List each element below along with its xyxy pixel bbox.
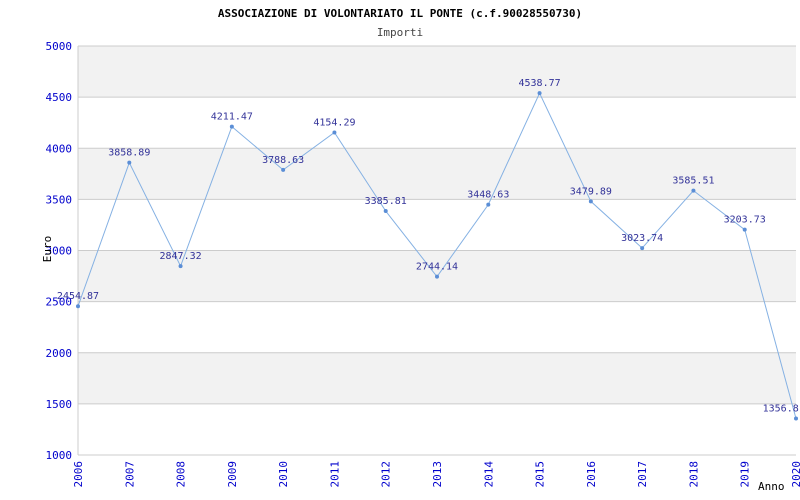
y-tick-label: 4500	[46, 91, 73, 104]
x-tick-label: 2016	[585, 461, 598, 488]
value-label: 2454.87	[57, 291, 99, 302]
value-label: 2744.14	[416, 262, 458, 273]
x-tick-label: 2020	[790, 461, 800, 488]
y-tick-label: 4000	[46, 142, 73, 155]
y-tick-label: 2000	[46, 347, 73, 360]
data-point	[229, 124, 234, 129]
value-label: 3385.81	[365, 196, 407, 207]
value-label: 4154.29	[313, 117, 355, 128]
data-point	[178, 264, 183, 269]
plot-band	[78, 403, 796, 455]
plot-band	[78, 97, 796, 149]
data-point	[281, 167, 286, 172]
y-tick-label: 1500	[46, 398, 73, 411]
value-label: 3479.89	[570, 186, 612, 197]
y-tick-label: 3500	[46, 193, 73, 206]
x-tick-label: 2008	[175, 461, 188, 488]
plot-band	[78, 46, 796, 98]
chart-subtitle: Importi	[376, 26, 424, 39]
chart-title: ASSOCIAZIONE DI VOLONTARIATO IL PONTE (c…	[217, 7, 583, 20]
x-tick-label: 2018	[687, 461, 700, 488]
value-label: 3448.63	[467, 190, 509, 201]
y-tick-label: 5000	[46, 40, 73, 53]
data-point	[127, 160, 132, 165]
x-tick-label: 2017	[636, 461, 649, 488]
value-label: 3788.63	[262, 155, 304, 166]
plot-band	[78, 148, 796, 200]
x-tick-label: 2012	[380, 461, 393, 488]
x-axis-label: Anno	[758, 480, 785, 493]
data-point	[640, 246, 645, 251]
x-tick-label: 2009	[226, 461, 239, 488]
data-point	[794, 416, 798, 421]
data-point	[537, 91, 542, 96]
data-point	[691, 188, 696, 193]
data-point	[486, 202, 491, 207]
x-tick-label: 2007	[123, 461, 136, 488]
y-tick-label: 2500	[46, 296, 73, 309]
plot-band	[78, 199, 796, 251]
x-tick-label: 2013	[431, 461, 444, 488]
y-tick-label: 3000	[46, 245, 73, 258]
value-label: 1356.8	[763, 404, 799, 415]
data-point	[742, 227, 747, 232]
value-label: 3858.89	[108, 148, 150, 159]
x-tick-label: 2006	[72, 461, 85, 488]
plot-band	[78, 352, 796, 404]
value-label: 3585.51	[672, 176, 714, 187]
y-tick-label: 1000	[46, 449, 73, 462]
data-point	[332, 130, 337, 135]
value-label: 4538.77	[518, 78, 560, 89]
x-tick-label: 2019	[739, 461, 752, 488]
data-point	[588, 199, 593, 204]
value-label: 2847.32	[159, 251, 201, 262]
x-tick-label: 2010	[277, 461, 290, 488]
x-tick-label: 2011	[328, 461, 341, 488]
x-tick-label: 2015	[534, 461, 547, 488]
data-point	[435, 274, 439, 279]
value-label: 3203.73	[724, 215, 766, 226]
y-axis-label: Euro	[41, 235, 54, 263]
data-point	[383, 209, 388, 214]
value-label: 3023.74	[621, 233, 663, 244]
plot-band	[78, 301, 796, 353]
value-label: 4211.47	[211, 112, 253, 123]
data-point	[76, 304, 80, 309]
x-tick-label: 2014	[482, 461, 495, 488]
